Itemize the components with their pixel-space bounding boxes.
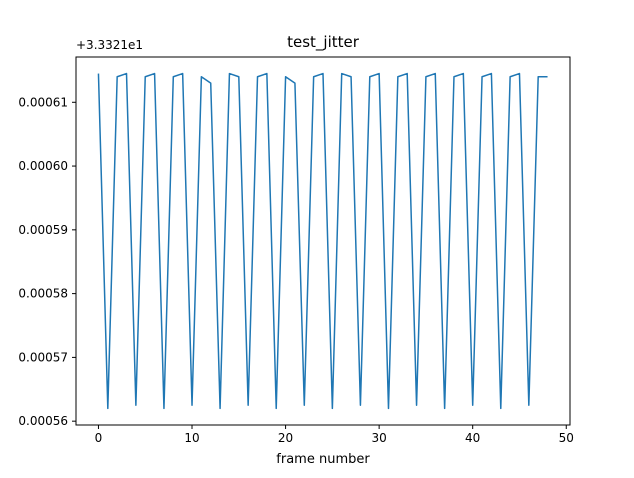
x-tick-label: 20	[278, 431, 293, 445]
y-tick-label: 0.00059	[18, 223, 68, 237]
x-tick-label: 40	[465, 431, 480, 445]
x-axis-label: frame number	[276, 452, 370, 467]
y-tick-label: 0.00060	[18, 159, 68, 173]
x-tick-label: 50	[559, 431, 574, 445]
y-tick-label: 0.00061	[18, 95, 68, 109]
x-tick-label: 30	[371, 431, 386, 445]
y-axis-offset-text: +3.3321e1	[76, 38, 144, 52]
y-tick-label: 0.00056	[18, 414, 68, 428]
chart-title: test_jitter	[287, 33, 359, 51]
y-tick-label: 0.00057	[18, 350, 68, 364]
axes-spines	[75, 56, 571, 426]
y-tick-label: 0.00058	[18, 287, 68, 301]
data-line	[97, 72, 548, 410]
x-tick-label: 0	[95, 431, 103, 445]
x-tick-label: 10	[184, 431, 199, 445]
